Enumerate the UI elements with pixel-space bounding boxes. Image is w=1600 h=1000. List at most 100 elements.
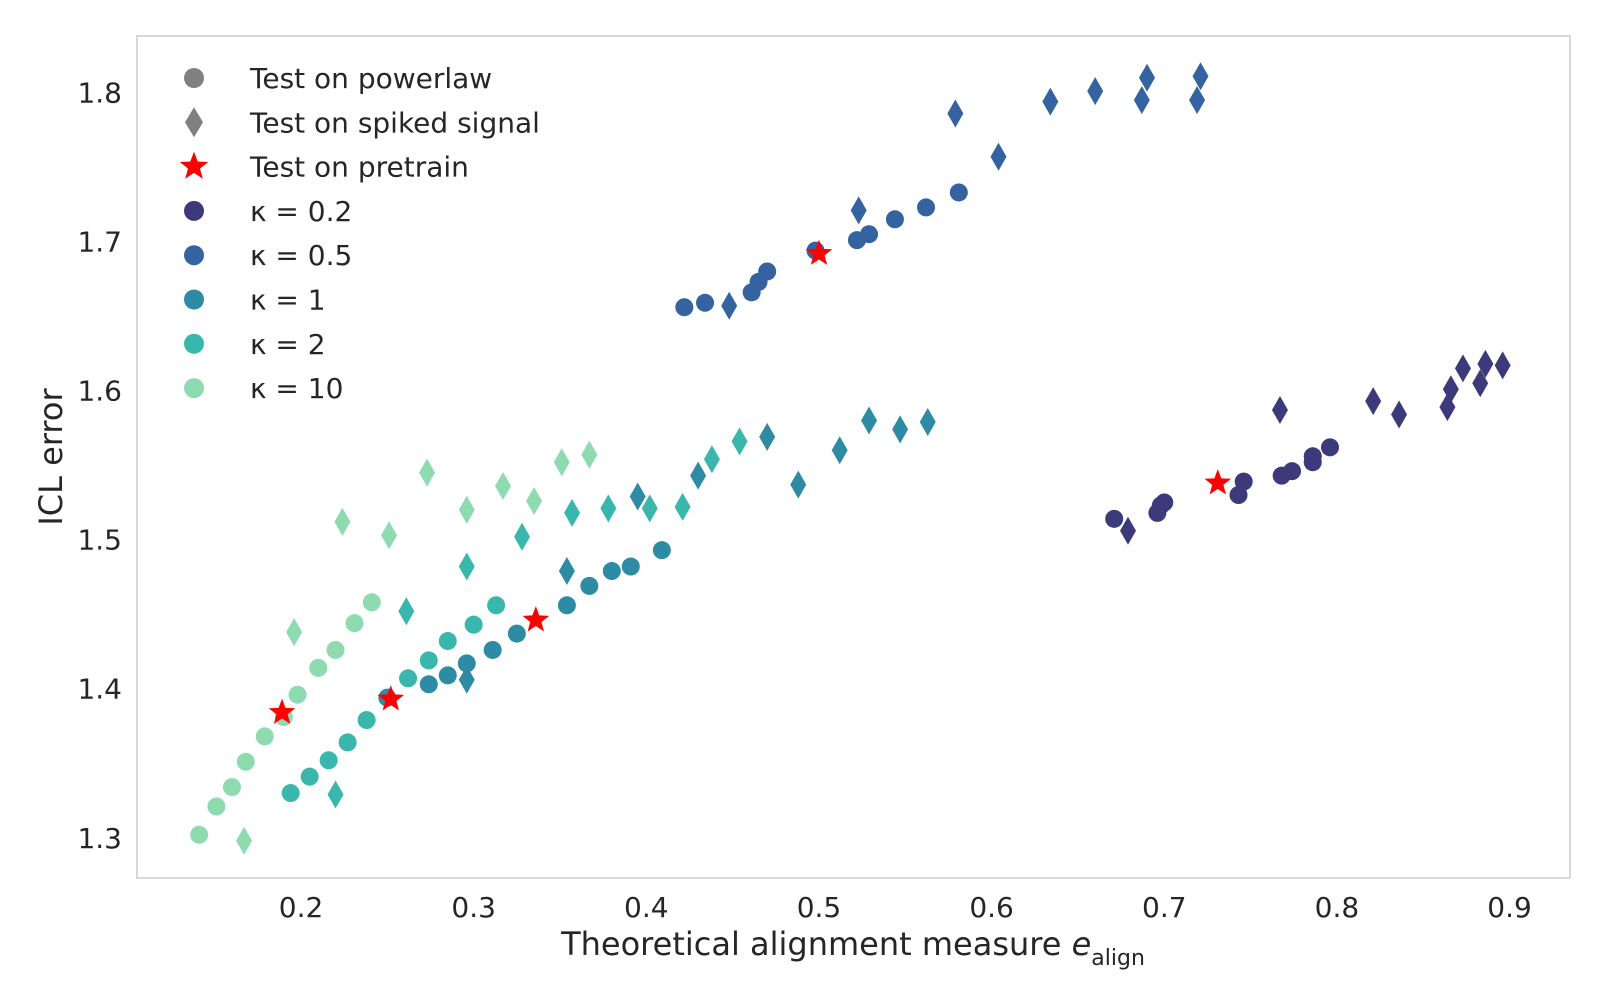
y-tick-label: 1.6 <box>77 375 122 408</box>
spiked-point <box>1391 400 1408 429</box>
legend-label: κ = 0.2 <box>250 195 352 228</box>
spiked-point <box>398 597 415 626</box>
powerlaw-point <box>580 576 599 595</box>
spiked-point <box>731 427 748 456</box>
powerlaw-point <box>621 557 640 576</box>
spiked-point <box>526 486 543 515</box>
spiked-point <box>629 482 646 511</box>
spiked-point <box>703 445 720 474</box>
powerlaw-point <box>357 711 376 730</box>
spiked-point <box>1087 77 1104 106</box>
y-tick-label: 1.8 <box>77 77 122 110</box>
powerlaw-point <box>419 675 438 694</box>
y-tick-label: 1.3 <box>77 822 122 855</box>
spiked-point <box>831 436 848 465</box>
powerlaw-point <box>652 541 671 560</box>
legend-circle-icon <box>184 289 204 310</box>
x-tick-label: 0.8 <box>1315 891 1360 924</box>
pretrain-star <box>522 606 550 632</box>
y-tick-label: 1.5 <box>77 524 122 557</box>
legend-entry: Test on powerlaw <box>184 62 492 95</box>
series-group <box>190 440 598 855</box>
powerlaw-point <box>438 632 457 651</box>
powerlaw-point <box>438 666 457 685</box>
powerlaw-point <box>345 614 364 633</box>
spiked-point <box>1189 86 1206 115</box>
y-tick-label: 1.7 <box>77 226 122 259</box>
spiked-point <box>495 472 512 501</box>
spiked-point <box>1494 351 1511 380</box>
legend-circle-icon <box>184 333 204 354</box>
spiked-point <box>553 448 570 477</box>
spiked-point <box>558 557 575 586</box>
spiked-point <box>1442 375 1459 404</box>
powerlaw-point <box>557 596 576 615</box>
legend-star-icon <box>179 151 209 179</box>
y-tick-label: 1.4 <box>77 673 122 706</box>
spiked-point <box>1120 516 1137 545</box>
legend-label: Test on pretrain <box>249 151 469 184</box>
powerlaw-point <box>885 210 904 229</box>
legend-label: κ = 2 <box>250 328 326 361</box>
spiked-point <box>1477 349 1494 378</box>
powerlaw-point <box>1234 472 1253 491</box>
powerlaw-point <box>758 262 777 281</box>
legend-circle-icon <box>184 245 204 266</box>
spiked-point <box>861 406 878 435</box>
spiked-point <box>674 492 691 521</box>
powerlaw-point <box>602 562 621 581</box>
spiked-point <box>564 498 581 527</box>
spiked-point <box>641 494 658 523</box>
powerlaw-point <box>236 752 255 771</box>
powerlaw-point <box>1155 493 1174 512</box>
spiked-point <box>919 407 936 436</box>
spiked-point <box>1472 369 1489 398</box>
powerlaw-point <box>696 293 715 312</box>
spiked-point <box>1133 86 1150 115</box>
legend: Test on powerlaw Test on spiked signal Tes… <box>179 62 540 405</box>
pretrain-star <box>805 239 833 265</box>
legend-label: κ = 0.5 <box>250 239 352 272</box>
plot-frame <box>136 35 1571 879</box>
powerlaw-point <box>281 784 300 803</box>
x-axis-subscript: align <box>1091 946 1145 971</box>
spiked-point <box>286 618 303 647</box>
powerlaw-point <box>675 298 694 317</box>
legend-diamond-icon <box>185 107 203 138</box>
powerlaw-point <box>860 225 879 244</box>
powerlaw-point <box>309 658 328 677</box>
powerlaw-point <box>362 593 381 612</box>
spiked-point <box>721 291 738 320</box>
y-axis-ticks: 1.3 1.4 1.5 1.6 1.7 1.8 <box>77 77 122 855</box>
legend-entry: κ = 1 <box>184 284 326 317</box>
powerlaw-point <box>464 615 483 634</box>
spiked-point <box>381 521 398 550</box>
spiked-point <box>1192 62 1209 91</box>
series-group <box>281 427 748 809</box>
x-axis-symbol: e <box>1072 925 1092 963</box>
legend-entry: Test on pretrain <box>179 151 469 184</box>
spiked-point <box>850 196 867 225</box>
powerlaw-point <box>207 797 226 816</box>
spiked-point <box>236 826 253 855</box>
spiked-point <box>759 422 776 451</box>
powerlaw-point <box>1321 438 1340 457</box>
x-axis-title: Theoretical alignment measure ealign <box>560 925 1145 971</box>
spiked-point <box>947 99 964 128</box>
x-tick-label: 0.9 <box>1487 891 1532 924</box>
legend-entry: κ = 0.2 <box>184 195 352 228</box>
powerlaw-point <box>255 727 274 746</box>
pretrain-star <box>268 698 296 724</box>
powerlaw-point <box>949 183 968 202</box>
legend-entry: κ = 10 <box>184 372 343 405</box>
powerlaw-point <box>399 669 418 688</box>
spiked-point <box>1042 87 1059 116</box>
powerlaw-point <box>338 733 357 752</box>
x-tick-label: 0.2 <box>279 891 324 924</box>
spiked-point <box>419 458 436 487</box>
powerlaw-point <box>190 825 209 844</box>
powerlaw-point <box>288 685 307 704</box>
spiked-point <box>600 494 617 523</box>
powerlaw-point <box>483 640 502 659</box>
x-tick-label: 0.4 <box>624 891 669 924</box>
